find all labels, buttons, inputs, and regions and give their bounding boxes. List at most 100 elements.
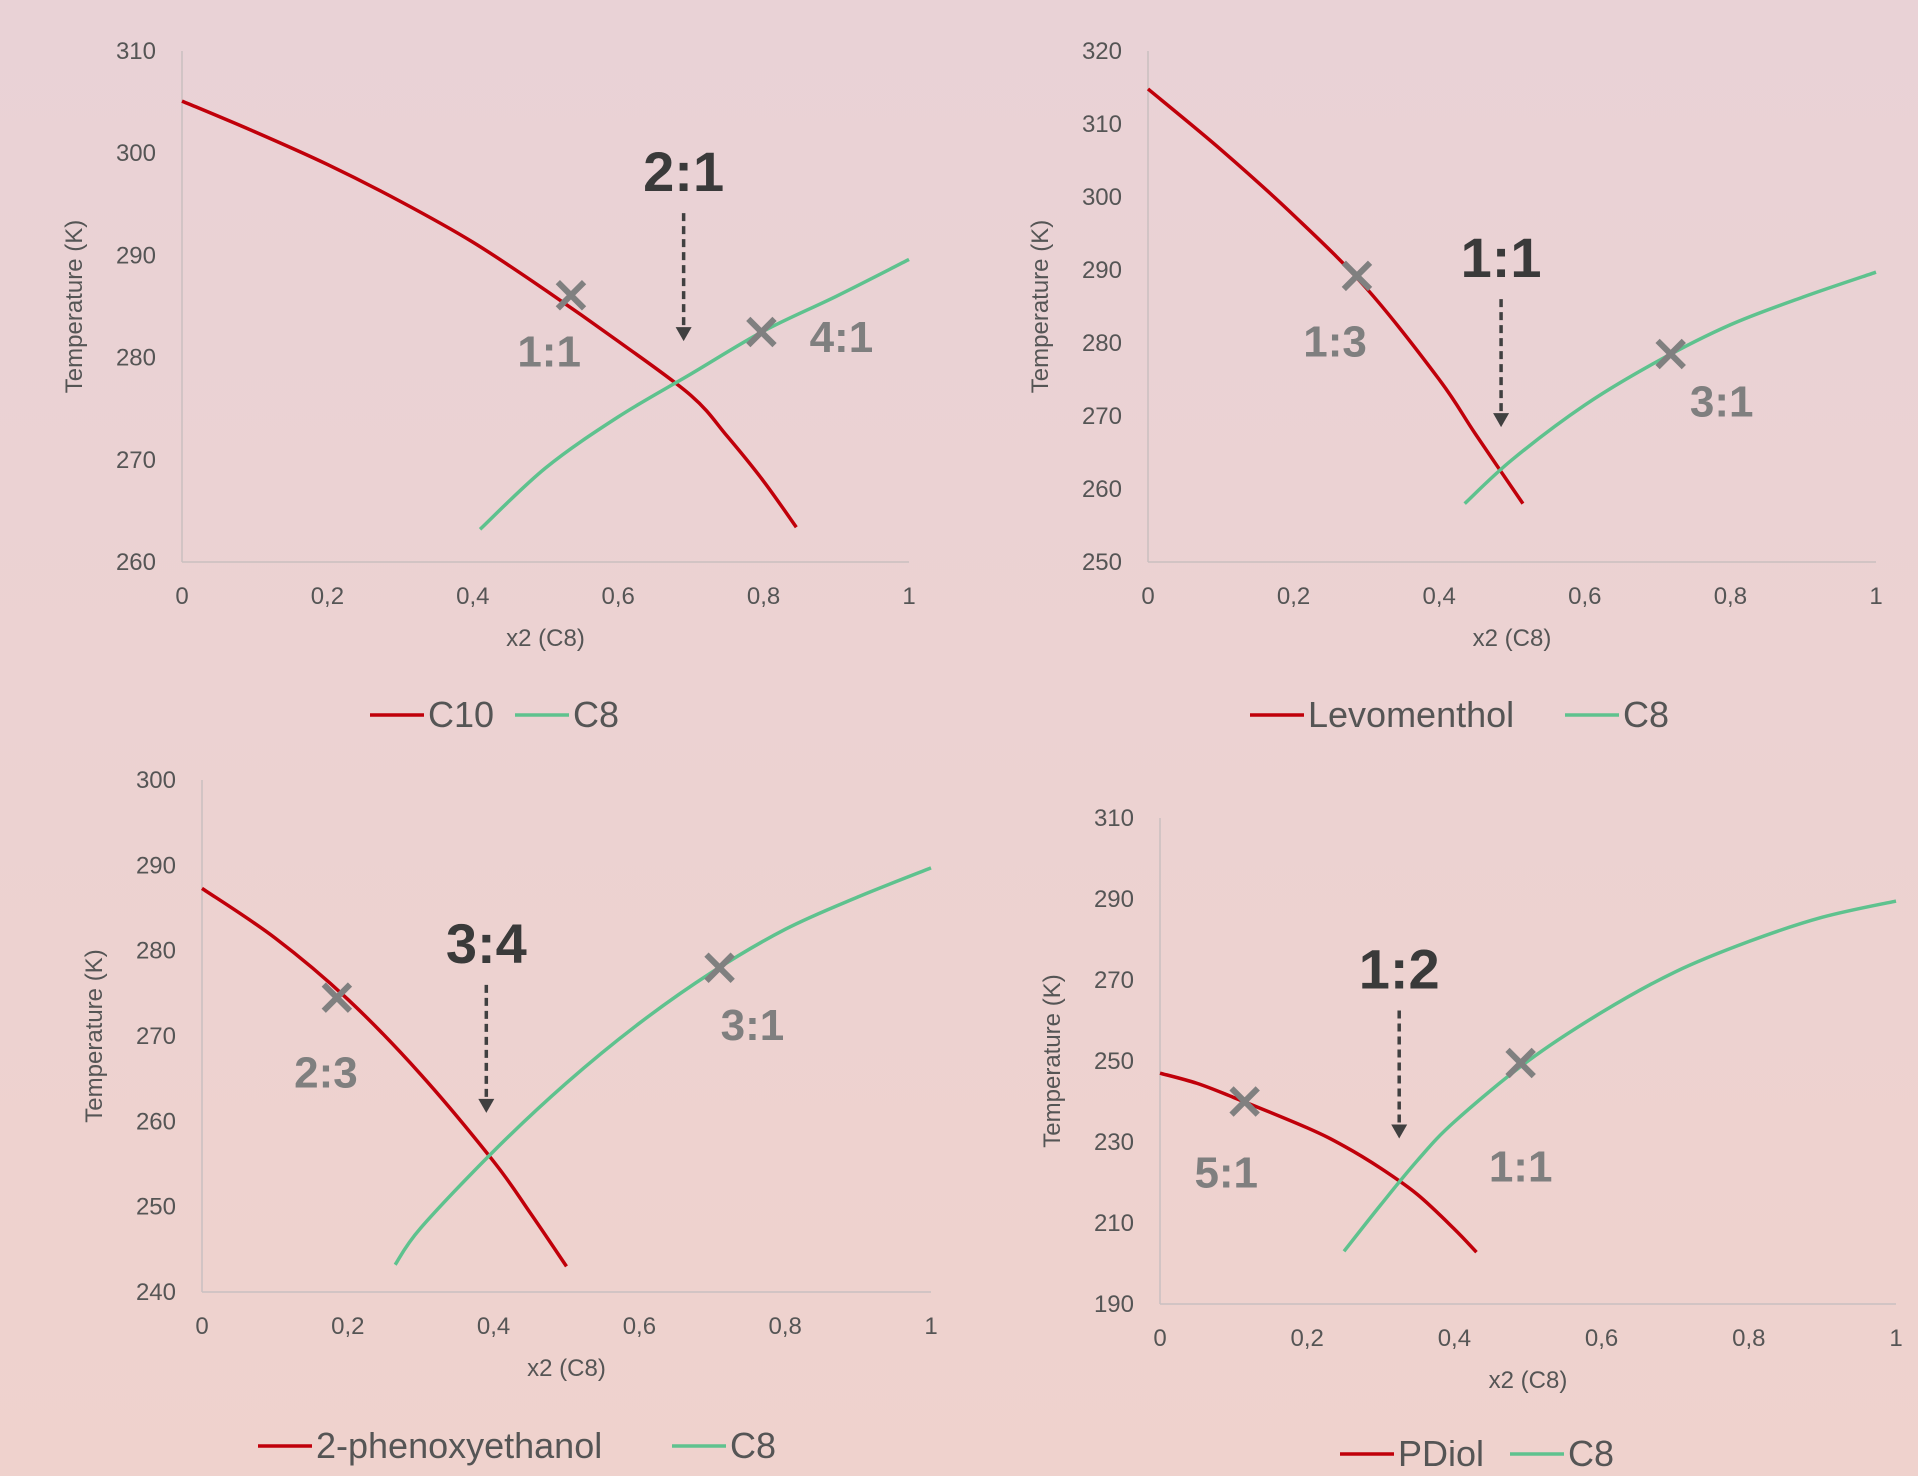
eutectic-ratio-label: 3:4 bbox=[446, 912, 527, 975]
x-tick-label: 0 bbox=[1141, 583, 1154, 610]
molar-ratio-label: 3:1 bbox=[721, 1001, 785, 1050]
x-tick-label: 0 bbox=[175, 583, 188, 610]
y-tick-label: 300 bbox=[1082, 184, 1122, 211]
y-tick-label: 290 bbox=[1094, 886, 1134, 913]
x-tick-label: 0,2 bbox=[331, 1313, 364, 1340]
legend: C10 C8 bbox=[370, 694, 619, 735]
legend-entry-label: C8 bbox=[573, 694, 619, 735]
x-axis-title: x2 (C8) bbox=[1473, 625, 1552, 652]
legend: Levomenthol C8 bbox=[1250, 694, 1669, 735]
y-tick-label: 190 bbox=[1094, 1291, 1134, 1318]
series-line-levomenthol bbox=[1146, 87, 1525, 505]
series-line-c8 bbox=[393, 866, 932, 1266]
x-tick-label: 0,8 bbox=[1714, 583, 1747, 610]
cross-marker-icon bbox=[1229, 1086, 1260, 1117]
molar-ratio-label: 1:1 bbox=[1489, 1142, 1553, 1191]
cross-marker-icon bbox=[746, 316, 777, 348]
x-tick-label: 1 bbox=[902, 583, 915, 610]
y-tick-label: 280 bbox=[1082, 330, 1122, 357]
y-tick-label: 290 bbox=[1082, 257, 1122, 284]
y-tick-label: 310 bbox=[1082, 111, 1122, 138]
arrow-down-icon bbox=[675, 327, 692, 342]
cross-marker-icon bbox=[704, 952, 735, 983]
eutectic-ratio-label: 1:1 bbox=[1461, 226, 1542, 289]
molar-ratio-label: 1:1 bbox=[517, 327, 581, 376]
legend-entry-label: 2-phenoxyethanol bbox=[316, 1425, 602, 1466]
arrow-down-icon bbox=[1493, 413, 1510, 428]
y-tick-label: 270 bbox=[116, 447, 156, 474]
y-tick-label: 260 bbox=[136, 1108, 176, 1135]
x-tick-label: 0,2 bbox=[311, 583, 344, 610]
chart-panel-1: 0 0,2 0,4 0,6 0,8 1 260 270 280 290 300 310 x2 (C8) T… bbox=[61, 38, 916, 735]
y-tick-label: 250 bbox=[1094, 1048, 1134, 1075]
x-tick-label: 0,8 bbox=[1732, 1325, 1765, 1352]
series-line-c8 bbox=[1342, 899, 1897, 1253]
x-tick-label: 0,6 bbox=[602, 583, 635, 610]
x-tick-label: 0,6 bbox=[623, 1313, 656, 1340]
y-tick-label: 250 bbox=[136, 1194, 176, 1221]
x-tick-label: 1 bbox=[1869, 583, 1882, 610]
molar-ratio-label: 2:3 bbox=[294, 1049, 358, 1098]
y-tick-label: 260 bbox=[116, 549, 156, 576]
legend-entry-label: C8 bbox=[1568, 1433, 1614, 1474]
legend: 2-phenoxyethanol C8 bbox=[258, 1425, 776, 1466]
chart-panel-2: 0 0,2 0,4 0,6 0,8 1 250 260 270 280 290 300 310 320 x2… bbox=[1027, 38, 1883, 735]
molar-ratio-label: 5:1 bbox=[1194, 1148, 1258, 1197]
legend-entry-label: Levomenthol bbox=[1308, 694, 1514, 735]
eutectic-ratio-label: 1:2 bbox=[1359, 937, 1440, 1000]
x-tick-label: 0,4 bbox=[477, 1313, 510, 1340]
y-tick-label: 290 bbox=[136, 852, 176, 879]
y-axis-title: Temperature (K) bbox=[61, 220, 88, 393]
x-tick-label: 0,8 bbox=[747, 583, 780, 610]
x-axis-title: x2 (C8) bbox=[506, 625, 585, 652]
cross-marker-icon bbox=[1341, 260, 1373, 292]
legend-entry-label: PDiol bbox=[1398, 1433, 1484, 1474]
y-tick-label: 270 bbox=[1094, 967, 1134, 994]
cross-marker-icon bbox=[321, 982, 353, 1013]
x-tick-label: 0,2 bbox=[1291, 1325, 1324, 1352]
arrow-down-icon bbox=[1391, 1124, 1408, 1139]
y-tick-label: 280 bbox=[136, 938, 176, 965]
x-tick-label: 0 bbox=[1153, 1325, 1166, 1352]
chart-panel-4: 0 0,2 0,4 0,6 0,8 1 190 210 230 250 270 290 310 x2 (C… bbox=[1039, 805, 1903, 1474]
y-tick-label: 260 bbox=[1082, 476, 1122, 503]
series-line-c10 bbox=[181, 99, 798, 529]
cross-marker-icon bbox=[1655, 338, 1686, 370]
arrow-down-icon bbox=[478, 1098, 495, 1113]
x-tick-label: 0,4 bbox=[1423, 583, 1456, 610]
y-tick-label: 230 bbox=[1094, 1129, 1134, 1156]
series-line-pdiol bbox=[1159, 1071, 1478, 1254]
y-tick-label: 270 bbox=[136, 1023, 176, 1050]
y-tick-label: 310 bbox=[1094, 805, 1134, 832]
y-axis-title: Temperature (K) bbox=[1027, 220, 1054, 393]
y-tick-label: 280 bbox=[116, 345, 156, 372]
series-line-c8 bbox=[478, 257, 910, 531]
x-tick-label: 1 bbox=[1889, 1325, 1902, 1352]
x-tick-label: 0,6 bbox=[1585, 1325, 1618, 1352]
x-tick-label: 1 bbox=[924, 1313, 937, 1340]
eutectic-ratio-label: 2:1 bbox=[643, 140, 724, 203]
y-tick-label: 250 bbox=[1082, 549, 1122, 576]
y-axis-title: Temperature (K) bbox=[81, 949, 108, 1122]
x-axis-title: x2 (C8) bbox=[1489, 1367, 1568, 1394]
cross-marker-icon bbox=[1505, 1047, 1536, 1079]
legend: PDiol C8 bbox=[1340, 1433, 1614, 1474]
chart-panel-3: 0 0,2 0,4 0,6 0,8 1 240 250 260 270 280 290 300 x2 (C… bbox=[81, 767, 938, 1466]
y-tick-label: 300 bbox=[116, 140, 156, 167]
molar-ratio-label: 4:1 bbox=[810, 313, 874, 362]
x-axis-title: x2 (C8) bbox=[527, 1355, 606, 1382]
legend-entry-label: C8 bbox=[730, 1425, 776, 1466]
y-axis-title: Temperature (K) bbox=[1039, 974, 1066, 1147]
x-tick-label: 0,4 bbox=[456, 583, 489, 610]
series-line-2-phenoxyethanol bbox=[201, 886, 568, 1268]
x-tick-label: 0 bbox=[195, 1313, 208, 1340]
cross-marker-icon bbox=[555, 280, 587, 311]
y-tick-label: 270 bbox=[1082, 403, 1122, 430]
y-tick-label: 240 bbox=[136, 1279, 176, 1306]
y-tick-label: 310 bbox=[116, 38, 156, 65]
molar-ratio-label: 1:3 bbox=[1303, 318, 1367, 367]
x-tick-label: 0,8 bbox=[769, 1313, 802, 1340]
legend-entry-label: C10 bbox=[428, 694, 494, 735]
